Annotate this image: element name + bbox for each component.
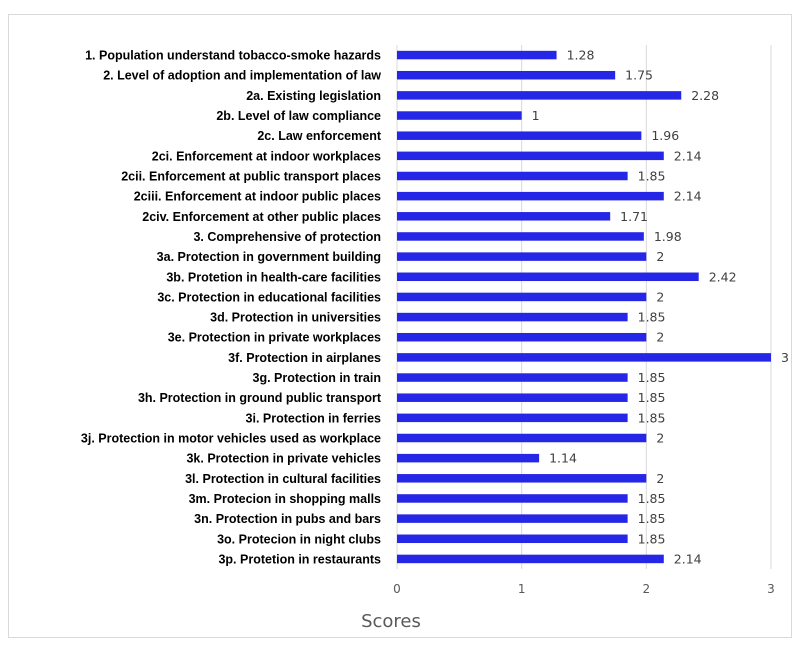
category-label: 2b. Level of law compliance [216, 109, 381, 123]
bar [397, 50, 557, 60]
bar [397, 373, 628, 382]
bar [397, 191, 664, 201]
category-label: 3o. Protecion in night clubs [217, 532, 381, 546]
bar [397, 212, 611, 221]
bar [397, 70, 616, 80]
bar [397, 554, 664, 564]
category-label: 2c. Law enforcement [257, 129, 381, 143]
data-label: 1.14 [549, 451, 577, 466]
data-label: 3 [781, 350, 789, 365]
category-label: 3i. Protection in ferries [246, 411, 382, 425]
bar [397, 292, 647, 302]
value-labels: 1.28 1.75 2.28 1 1.96 2.14 1.85 2.14 1.71 1.98 2 2.… [532, 48, 789, 567]
category-label: 3f. Protection in airplanes [228, 351, 381, 365]
bar [397, 332, 647, 342]
bar [397, 272, 699, 282]
data-label: 1.85 [638, 390, 666, 405]
data-label: 2 [656, 330, 664, 345]
x-tick-label: 0 [393, 582, 401, 596]
data-label: 1.85 [638, 370, 666, 385]
category-label: 3j. Protection in motor vehicles used as… [81, 432, 381, 446]
data-label: 2.28 [691, 88, 719, 103]
data-label: 1.85 [638, 310, 666, 325]
category-label: 1. Population understand tobacco-smoke h… [85, 49, 381, 63]
x-axis-ticks: 0 1 2 3 [393, 582, 775, 596]
category-labels: 1. Population understand tobacco-smoke h… [81, 49, 382, 567]
data-label: 1 [532, 108, 540, 123]
category-label: 2ci. Enforcement at indoor workplaces [152, 149, 381, 163]
data-label: 2.14 [674, 551, 702, 566]
bar [397, 514, 628, 523]
x-tick-label: 2 [643, 582, 651, 596]
x-axis-label: Scores [361, 611, 421, 632]
category-label: 2. Level of adoption and implementation … [103, 69, 381, 83]
category-label: 3l. Protection in cultural facilities [185, 472, 381, 486]
data-label: 1.85 [638, 511, 666, 526]
data-label: 1.71 [620, 209, 648, 224]
bars [397, 50, 771, 564]
data-label: 2.14 [674, 148, 702, 163]
bar [397, 312, 628, 322]
data-label: 2 [656, 289, 664, 304]
category-label: 3n. Protection in pubs and bars [194, 512, 381, 526]
bar [397, 413, 628, 423]
gridlines [396, 45, 772, 569]
bar [397, 171, 628, 181]
x-tick-label: 3 [767, 582, 775, 596]
data-label: 2 [656, 249, 664, 264]
data-label: 2.42 [709, 269, 737, 284]
bar [397, 131, 642, 140]
x-tick-label: 1 [518, 582, 526, 596]
category-label: 3m. Protecion in shopping malls [189, 492, 381, 506]
data-label: 1.98 [654, 229, 682, 244]
bar [397, 111, 522, 120]
data-label: 1.85 [638, 410, 666, 425]
category-label: 3a. Protection in government building [157, 250, 381, 264]
bar [397, 353, 771, 362]
data-label: 2 [656, 471, 664, 486]
data-label: 1.28 [567, 48, 595, 63]
bar [397, 494, 628, 503]
category-label: 3k. Protection in private vehicles [186, 452, 381, 466]
category-label: 3b. Protetion in health-care facilities [166, 270, 381, 284]
bar [397, 453, 540, 463]
category-label: 3. Comprehensive of protection [193, 230, 381, 244]
data-label: 1.85 [638, 531, 666, 546]
data-label: 1.96 [651, 128, 679, 143]
bar [397, 433, 647, 443]
category-label: 3p. Protetion in restaurants [218, 552, 381, 566]
bar [397, 252, 647, 261]
category-label: 3e. Protection in private workplaces [168, 331, 381, 345]
data-label: 1.85 [638, 169, 666, 184]
data-label: 2.14 [674, 189, 702, 204]
category-label: 2ciii. Enforcement at indoor public plac… [134, 190, 381, 204]
bar [397, 91, 682, 100]
bar [397, 474, 647, 483]
bar [397, 151, 664, 161]
category-label: 2cii. Enforcement at public transport pl… [121, 170, 381, 184]
category-label: 3d. Protection in universities [210, 311, 381, 325]
data-label: 2 [656, 431, 664, 446]
data-label: 1.75 [625, 68, 653, 83]
category-label: 2a. Existing legislation [246, 89, 381, 103]
category-label: 3h. Protection in ground public transpor… [138, 391, 382, 405]
category-label: 2civ. Enforcement at other public places [142, 210, 381, 224]
category-label: 3c. Protection in educational facilities [157, 290, 381, 304]
bar [397, 393, 628, 402]
data-label: 1.85 [638, 491, 666, 506]
bar [397, 534, 628, 544]
bar [397, 232, 644, 241]
category-label: 3g. Protection in train [253, 371, 382, 385]
